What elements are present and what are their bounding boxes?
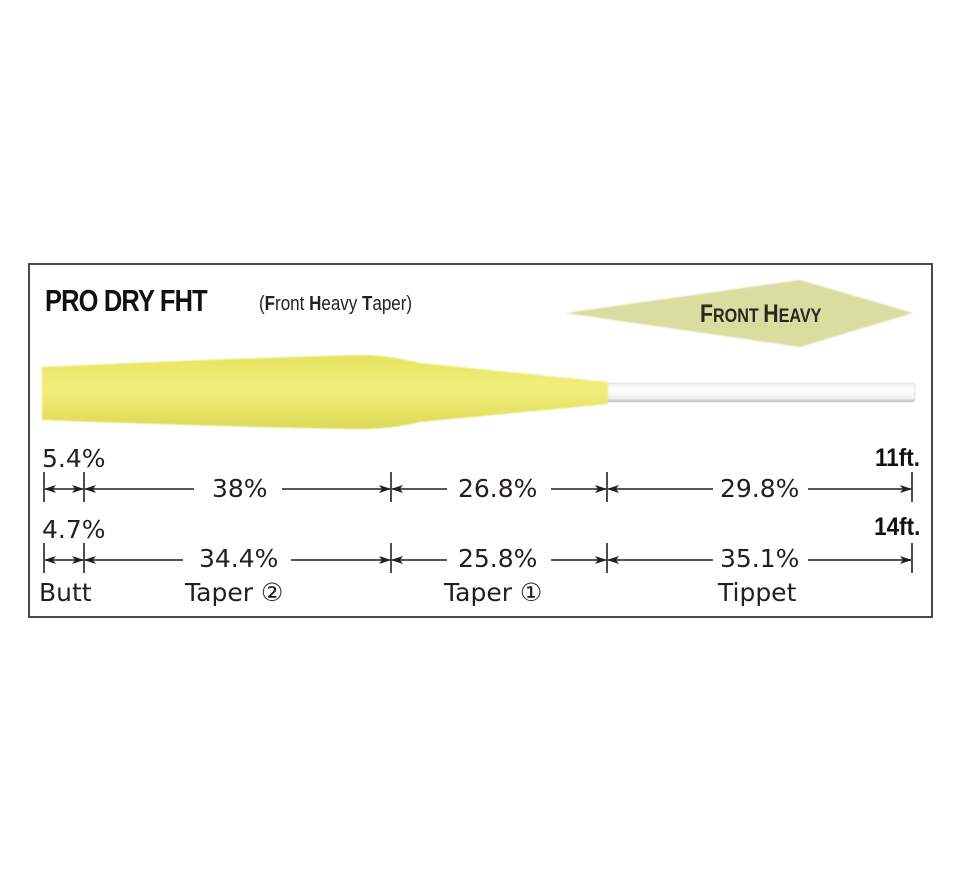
badge-initial-f: F (700, 300, 713, 328)
subtitle-word-front: ront (275, 293, 310, 315)
product-name: PRO DRY FHT (45, 283, 208, 318)
tippet-percent-11ft: 29.8% (720, 474, 800, 503)
dimension-row-14ft (43, 543, 913, 573)
taper2-percent-14ft: 34.4% (199, 544, 279, 573)
subtitle-initial-t: T (362, 293, 373, 315)
paren-open: ( (259, 293, 265, 315)
subtitle-word-heavy: eavy (321, 293, 363, 315)
taper1-percent-14ft: 25.8% (458, 544, 538, 573)
product-subtitle: (Front Heavy Taper) (259, 293, 412, 316)
section-label-taper1: Taper ① (444, 578, 543, 607)
butt-percent-11ft: 5.4% (42, 444, 106, 473)
front-heavy-badge (565, 280, 913, 347)
tippet-line (599, 382, 916, 403)
badge-word-front: RONT (712, 306, 764, 327)
length-14ft: 14ft. (873, 513, 920, 541)
section-label-tippet: Tippet (718, 578, 797, 607)
subtitle-initial-f: F (264, 293, 276, 315)
badge-initial-h: H (763, 300, 779, 328)
diagram-frame (28, 263, 933, 618)
dimension-row-11ft (43, 472, 913, 502)
subtitle-word-taper: aper (372, 293, 407, 315)
section-label-butt: Butt (39, 578, 92, 607)
tippet-percent-14ft: 35.1% (720, 544, 800, 573)
taper2-percent-11ft: 38% (212, 474, 268, 503)
section-label-taper2: Taper ② (185, 578, 284, 607)
front-heavy-label: FRONT HEAVY (700, 300, 821, 329)
leader-body (42, 355, 608, 429)
length-11ft: 11ft. (874, 444, 920, 472)
page-title: PRO DRY FHT (Front Heavy Taper) (45, 283, 412, 319)
butt-percent-14ft: 4.7% (42, 515, 106, 544)
paren-close: ) (406, 293, 413, 315)
taper1-percent-11ft: 26.8% (458, 474, 538, 503)
badge-word-heavy: EAVY (778, 306, 822, 327)
subtitle-initial-h: H (309, 293, 322, 315)
